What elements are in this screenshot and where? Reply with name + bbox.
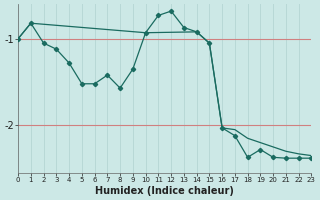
X-axis label: Humidex (Indice chaleur): Humidex (Indice chaleur) xyxy=(95,186,234,196)
